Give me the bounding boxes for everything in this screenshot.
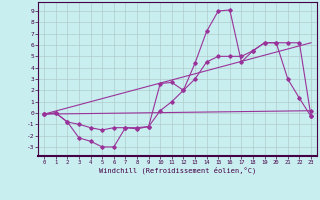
X-axis label: Windchill (Refroidissement éolien,°C): Windchill (Refroidissement éolien,°C) <box>99 167 256 174</box>
